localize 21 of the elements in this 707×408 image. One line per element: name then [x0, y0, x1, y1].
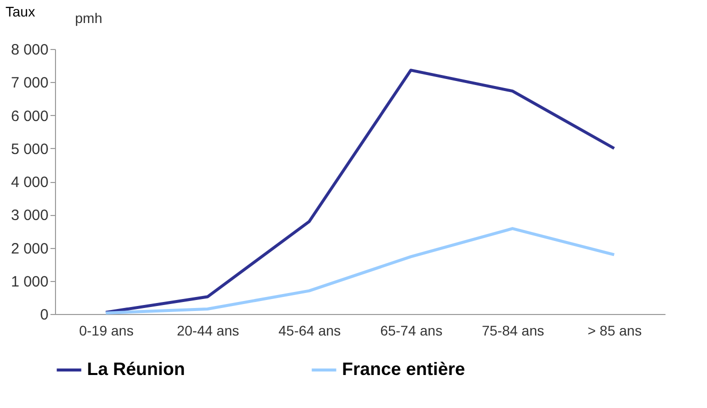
y-tick-label: 6 000: [10, 108, 48, 125]
legend-label: France entière: [342, 359, 466, 379]
text: pmh: [75, 10, 102, 26]
x-tick-label: 45-64 ans: [278, 322, 341, 338]
legend-label: La Réunion: [87, 359, 185, 379]
x-tick-label: 65-74 ans: [380, 322, 442, 338]
y-tick-label: 7 000: [10, 74, 48, 92]
line-series: [104, 68, 616, 314]
y-tick-label: 0: [40, 306, 48, 324]
y-tick-label: 1 000: [10, 273, 48, 290]
y-tick-label: 3 000: [10, 207, 48, 224]
x-tick-label: 0-19 ans: [79, 322, 134, 338]
y-axis-title: Taux: [6, 4, 36, 20]
y-tick-label: 5 000: [10, 140, 48, 158]
y-tick-label: 4 000: [10, 174, 48, 191]
y-tick-label: 2 000: [10, 240, 48, 258]
x-tick-label: 75-84 ans: [482, 322, 544, 338]
x-tick-label: 20-44 ans: [176, 322, 240, 338]
y-tick-label: 8 000: [10, 42, 48, 58]
x-tick-label: > 85 ans: [588, 322, 642, 338]
line-series: [104, 227, 616, 315]
